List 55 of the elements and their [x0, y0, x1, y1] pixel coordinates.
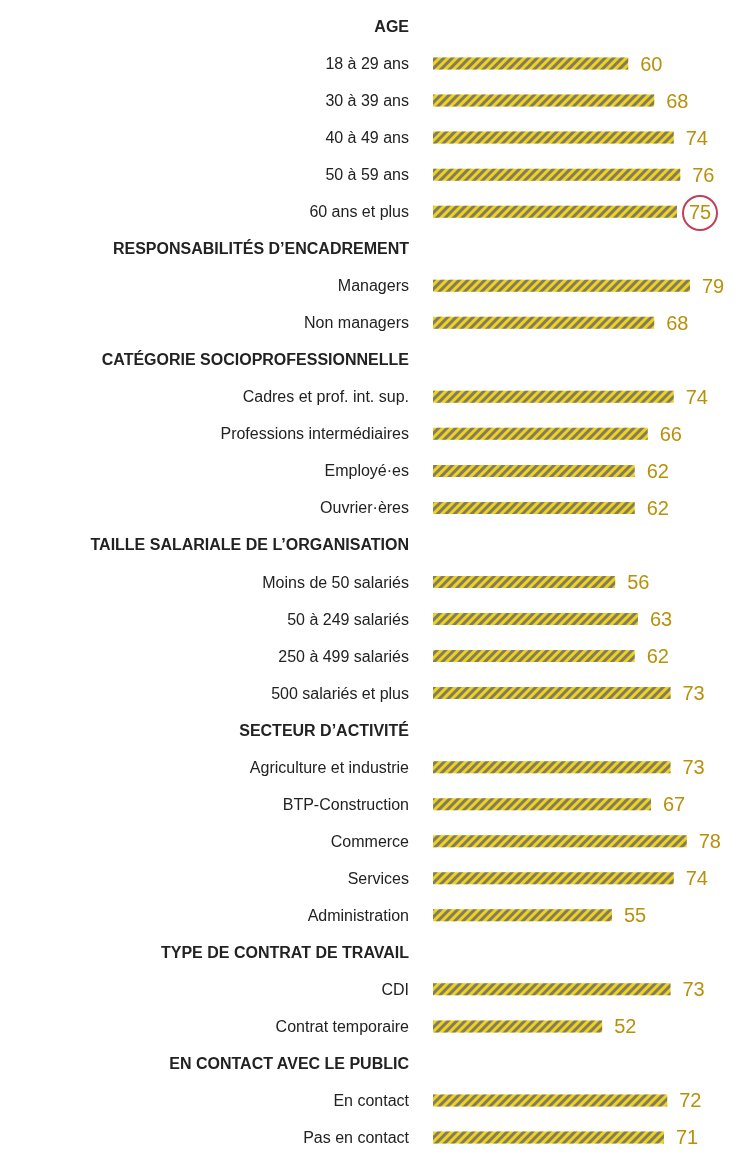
- y-tick-label: Moins de 50 salariés: [262, 573, 409, 591]
- data-label: 62: [646, 645, 669, 668]
- data-label: 62: [646, 459, 669, 482]
- y-tick-label: 60 ans et plus: [309, 203, 409, 221]
- y-tick-label: AGE: [374, 18, 410, 36]
- y-tick-label: Contrat temporaire: [275, 1017, 410, 1035]
- data-label: 62: [646, 496, 669, 519]
- y-tick-label: SECTEUR D’ACTIVITÉ: [239, 720, 410, 739]
- y-tick-label: CDI: [381, 980, 409, 998]
- data-label: 72: [679, 1089, 702, 1112]
- y-tick-label: Employé·es: [324, 462, 409, 480]
- y-tick-label: TYPE DE CONTRAT DE TRAVAIL: [161, 943, 410, 961]
- data-label: 56: [627, 571, 650, 593]
- y-tick-label: En contact: [333, 1091, 410, 1109]
- y-tick-label: BTP-Construction: [282, 795, 409, 813]
- y-tick-label: 40 à 49 ans: [325, 129, 409, 147]
- data-label: 76: [692, 163, 715, 186]
- y-tick-label: Professions intermédiaires: [220, 425, 409, 443]
- y-tick-label: 250 à 499 salariés: [278, 647, 409, 665]
- y-tick-label: Administration: [307, 906, 409, 924]
- data-label: 68: [666, 311, 689, 334]
- data-label: 55: [623, 904, 647, 927]
- y-tick-label: 50 à 59 ans: [325, 166, 409, 184]
- data-label: 75: [688, 200, 712, 223]
- y-tick-label: 18 à 29 ans: [325, 55, 409, 73]
- data-label: 73: [682, 756, 705, 779]
- data-label: 60: [640, 52, 663, 75]
- data-label: 52: [614, 1015, 637, 1038]
- y-tick-label: Cadres et prof. int. sup.: [242, 388, 409, 406]
- y-tick-label: RESPONSABILITÉS D’ENCADREMENT: [112, 239, 410, 258]
- y-tick-label: TAILLE SALARIALE DE L’ORGANISATION: [90, 536, 409, 554]
- data-label: 74: [685, 126, 708, 149]
- y-tick-label: Commerce: [330, 832, 410, 850]
- y-tick-label: CATÉGORIE SOCIOPROFESSIONNELLE: [101, 350, 410, 369]
- y-tick-label: Non managers: [304, 314, 409, 332]
- y-tick-label: Pas en contact: [303, 1128, 410, 1146]
- y-tick-label: 500 salariés et plus: [271, 684, 409, 702]
- data-label: 73: [682, 682, 705, 705]
- data-label: 67: [662, 793, 686, 816]
- y-tick-label: Ouvrier·ères: [320, 499, 409, 517]
- y-tick-label: Services: [347, 869, 409, 887]
- y-tick-label: EN CONTACT AVEC LE PUBLIC: [169, 1054, 410, 1072]
- data-label: 74: [685, 385, 708, 408]
- data-label: 79: [702, 274, 725, 297]
- y-tick-label: Managers: [337, 277, 409, 295]
- data-label: 63: [649, 608, 673, 631]
- data-label: 71: [675, 1126, 699, 1149]
- data-label: 73: [682, 978, 705, 1001]
- data-label: 78: [698, 830, 721, 853]
- data-label: 68: [666, 89, 689, 112]
- data-label: 74: [685, 867, 708, 890]
- y-tick-label: 30 à 39 ans: [325, 92, 409, 110]
- y-tick-label: 50 à 249 salariés: [287, 610, 409, 628]
- data-label: 66: [659, 422, 682, 445]
- y-tick-label: Agriculture et industrie: [249, 758, 410, 776]
